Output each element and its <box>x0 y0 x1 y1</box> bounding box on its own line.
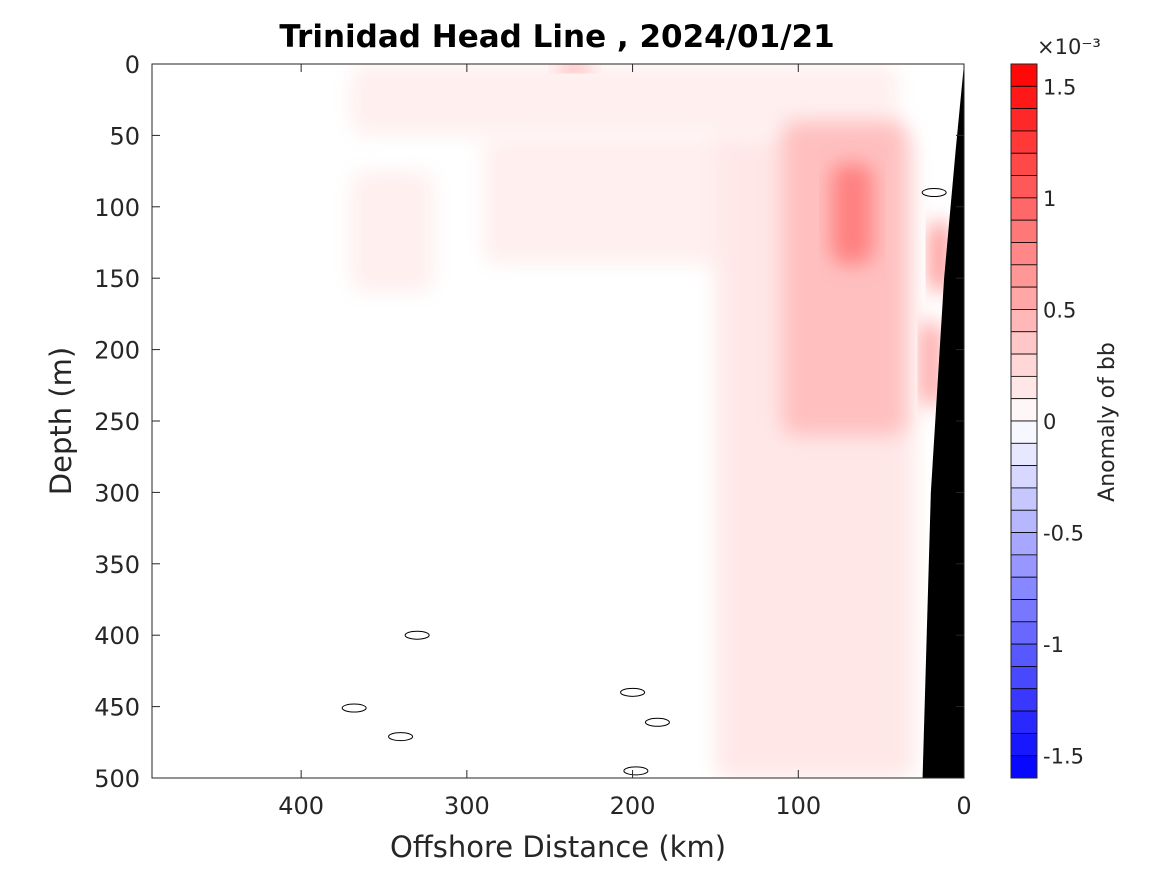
colorbar-segment <box>1010 331 1038 355</box>
colorbar-tick-label: 1.5 <box>1043 75 1076 99</box>
bathymetry-shading <box>922 64 964 778</box>
colorbar-tick-label: -0.5 <box>1043 522 1084 546</box>
x-axis-ticks: 400 300 200 100 0 <box>278 64 972 820</box>
zero-contours <box>341 188 947 776</box>
y-tick-label: 500 <box>94 765 140 793</box>
anomaly-field-4 <box>781 121 906 436</box>
zero-contour-0 <box>404 630 430 640</box>
x-tick-label: 200 <box>610 792 656 820</box>
colorbar-segment <box>1010 219 1038 243</box>
colorbar-segment <box>1010 353 1038 377</box>
plot-area <box>152 64 964 778</box>
colorbar-segment <box>1010 509 1038 533</box>
anomaly-field-1 <box>350 171 434 293</box>
anomaly-field-7 <box>930 221 948 293</box>
colorbar-segment <box>1010 309 1038 333</box>
colorbar-segment <box>1010 130 1038 154</box>
colorbar-segment <box>1010 152 1038 176</box>
anomaly-field-8 <box>922 321 940 407</box>
y-tick-label: 200 <box>94 337 140 365</box>
colorbar-segment <box>1010 688 1038 712</box>
colorbar-exponent: ×10⁻³ <box>1037 35 1101 59</box>
colorbar-segment <box>1010 375 1038 400</box>
y-tick-label: 350 <box>94 551 140 579</box>
colorbar: 1.5 1 0.5 0 -0.5 -1 -1.5 <box>1010 63 1084 779</box>
colorbar-segment <box>1010 732 1038 757</box>
zero-contour-4 <box>644 717 670 727</box>
colorbar-segment <box>1010 286 1038 310</box>
colorbar-segment <box>1010 532 1038 556</box>
zero-contour-6 <box>921 188 947 198</box>
colorbar-segment <box>1010 666 1038 690</box>
colorbar-frame <box>1010 63 1038 779</box>
x-tick-label: 100 <box>775 792 821 820</box>
x-tick-label: 0 <box>956 792 971 820</box>
x-tick-label: 400 <box>278 792 324 820</box>
y-tick-label: 150 <box>94 265 140 293</box>
zero-contour-5 <box>623 766 649 776</box>
colorbar-segment <box>1010 554 1038 578</box>
colorbar-segment <box>1010 643 1038 667</box>
y-axis-ticks: 0 50 100 150 200 250 300 350 400 450 500 <box>94 51 964 793</box>
colorbar-segment <box>1010 487 1038 511</box>
colorbar-tick-label: 0 <box>1043 410 1056 434</box>
colorbar-segment <box>1010 264 1038 288</box>
y-axis-label: Depth (m) <box>44 347 78 495</box>
colorbar-segment <box>1010 85 1038 110</box>
colorbar-segment <box>1010 108 1038 132</box>
zero-contour-2 <box>388 732 414 742</box>
anomaly-field-2 <box>483 135 732 264</box>
colorbar-label: Anomaly of bb <box>1095 342 1120 502</box>
colorbar-segment <box>1010 398 1038 422</box>
colorbar-tick-label: 0.5 <box>1043 298 1076 322</box>
colorbar-segment <box>1010 755 1038 779</box>
colorbar-segment <box>1010 576 1038 600</box>
colorbar-segment <box>1010 465 1038 489</box>
colorbar-segment <box>1010 242 1038 266</box>
y-tick-label: 400 <box>94 622 140 650</box>
x-axis-label: Offshore Distance (km) <box>390 830 726 864</box>
chart-title: Trinidad Head Line , 2024/01/21 <box>279 19 834 55</box>
zero-contour-1 <box>341 703 367 713</box>
y-tick-label: 250 <box>94 408 140 436</box>
anomaly-fields <box>350 64 948 778</box>
colorbar-tick-label: 1 <box>1043 187 1056 211</box>
colorbar-segment <box>1010 621 1038 645</box>
colorbar-segment <box>1010 197 1038 221</box>
y-tick-label: 50 <box>109 122 140 150</box>
colorbar-segment <box>1010 175 1038 199</box>
colorbar-segment <box>1010 63 1038 87</box>
colorbar-segment <box>1010 710 1038 734</box>
y-tick-label: 0 <box>125 51 140 79</box>
colorbar-tick-label: -1 <box>1043 633 1064 657</box>
colorbar-segment <box>1010 420 1038 444</box>
colorbar-tick-label: -1.5 <box>1043 745 1084 769</box>
anomaly-field-0 <box>350 64 898 136</box>
y-tick-label: 450 <box>94 694 140 722</box>
colorbar-segment <box>1010 442 1038 467</box>
colorbar-segment <box>1010 599 1038 623</box>
anomaly-field-5 <box>831 163 873 264</box>
anomaly-field-6 <box>558 64 592 72</box>
x-tick-label: 300 <box>444 792 490 820</box>
y-tick-label: 300 <box>94 479 140 507</box>
y-tick-label: 100 <box>94 194 140 222</box>
zero-contour-3 <box>620 687 646 697</box>
